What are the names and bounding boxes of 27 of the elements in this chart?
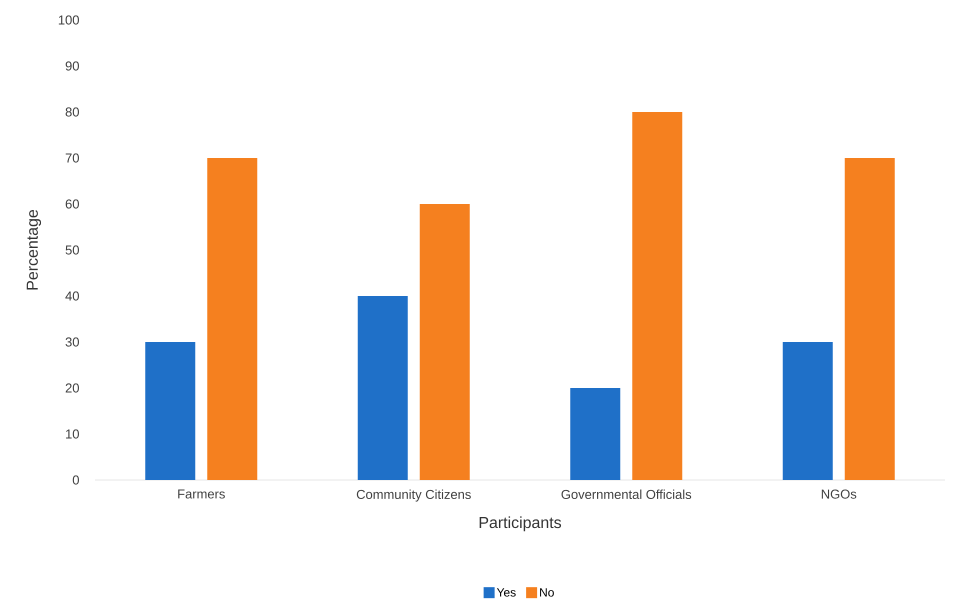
legend-label: Yes xyxy=(496,588,516,597)
y-tick-label: 0 xyxy=(72,475,79,485)
bar xyxy=(358,296,408,480)
x-axis-title: Participants xyxy=(480,516,562,532)
y-tick-label: 10 xyxy=(66,429,79,439)
y-tick-label: 100 xyxy=(58,15,79,25)
y-tick-label: 80 xyxy=(66,107,79,117)
bar xyxy=(632,112,682,480)
y-tick-label: 90 xyxy=(66,61,79,71)
bar xyxy=(570,388,620,480)
x-tick-label: Farmers xyxy=(178,490,225,499)
x-tick-label: Governmental Officials xyxy=(562,490,692,500)
bar xyxy=(145,342,196,480)
y-tick-label: 60 xyxy=(66,199,79,209)
x-tick-label: Community Citizens xyxy=(356,490,471,502)
bar xyxy=(207,158,258,480)
y-tick-label: 30 xyxy=(66,337,79,347)
legend-label: No xyxy=(540,588,554,597)
y-tick-label: 50 xyxy=(66,245,79,255)
bar xyxy=(844,158,895,480)
y-tick-label: 20 xyxy=(66,383,79,393)
bar xyxy=(782,342,833,480)
x-tick-label: NGOs xyxy=(822,490,856,499)
y-tick-label: 70 xyxy=(66,153,79,163)
y-axis-title: Percentage xyxy=(26,210,42,290)
bar xyxy=(420,204,470,480)
y-tick-label: 40 xyxy=(65,291,79,301)
